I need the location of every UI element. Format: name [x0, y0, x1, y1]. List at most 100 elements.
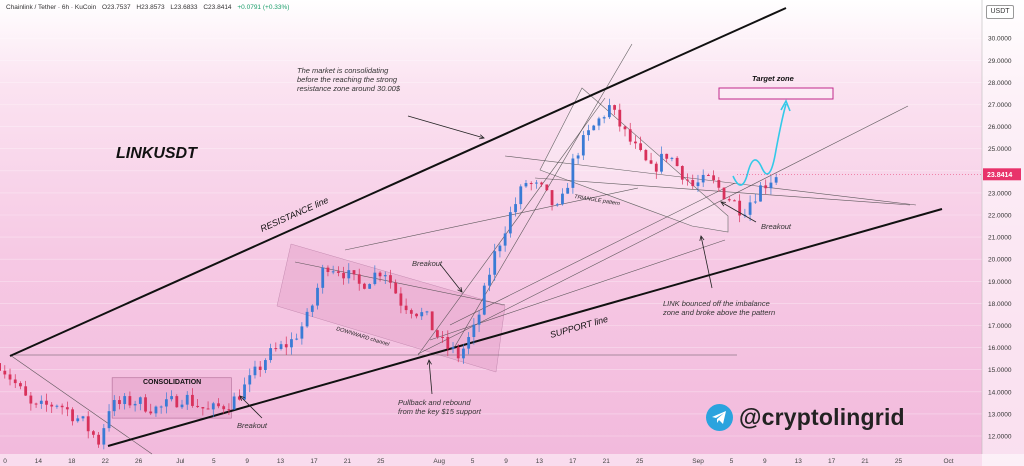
- x-tick-label: 17: [569, 458, 577, 465]
- candle: [727, 196, 731, 202]
- trend-guide-line: [417, 105, 909, 355]
- candle: [602, 115, 606, 124]
- trend-guide-line: [344, 187, 639, 251]
- candle: [342, 266, 345, 285]
- last-price-label: 23.8414: [987, 172, 1012, 179]
- candle-body: [712, 175, 716, 181]
- last-price-tag: [983, 168, 1021, 181]
- candle-body: [774, 177, 778, 183]
- x-tick-label: 25: [377, 458, 385, 465]
- price-axis: 12.0000 13.0000 14.0000 15.0000 16.0000 17.00…: [981, 0, 1024, 466]
- candle: [733, 199, 736, 202]
- currency-badge[interactable]: USDT: [986, 5, 1014, 19]
- candle: [133, 400, 137, 412]
- candle-body: [738, 200, 742, 216]
- triangle-pattern: [539, 87, 729, 233]
- candle-body: [561, 193, 564, 205]
- y-tick-label: 21.0000: [988, 235, 1012, 242]
- candle-body: [722, 187, 726, 200]
- candle-body: [138, 397, 142, 404]
- candle-body: [706, 174, 710, 176]
- candle-body: [472, 324, 476, 338]
- candle: [60, 403, 64, 415]
- candle-body: [701, 174, 705, 183]
- candle: [409, 308, 413, 319]
- candle-body: [217, 403, 220, 407]
- candle: [128, 391, 132, 409]
- candle: [248, 368, 252, 393]
- candle: [462, 344, 465, 364]
- candle: [347, 263, 351, 284]
- candle: [717, 177, 721, 192]
- candle-body: [717, 180, 721, 188]
- support-rebound-annotation: Pullback and rebound from the key $15 sup…: [398, 398, 482, 416]
- candle-body: [462, 348, 465, 359]
- candle: [274, 342, 278, 352]
- ohlc-header: Chainlink / Tether · 6h · KuCoin O23.753…: [6, 4, 293, 11]
- candle: [55, 404, 59, 409]
- candle-body: [764, 185, 768, 189]
- candle-body: [326, 267, 330, 273]
- candle-body: [164, 399, 168, 407]
- candle: [394, 279, 398, 294]
- candle: [39, 395, 43, 409]
- candle: [508, 206, 512, 238]
- candle: [13, 374, 17, 389]
- candle: [86, 411, 90, 439]
- candle: [576, 152, 580, 165]
- brand-handle: @cryptolingrid: [739, 404, 905, 430]
- projected-path: [732, 103, 787, 186]
- candle: [3, 365, 7, 379]
- support-line: [107, 208, 943, 447]
- candle: [102, 424, 106, 450]
- candle: [764, 179, 768, 195]
- candle: [243, 377, 246, 400]
- x-tick-label: 17: [310, 458, 318, 465]
- candle: [269, 343, 273, 363]
- candle-body: [441, 336, 444, 338]
- candle-body: [467, 337, 471, 349]
- candle: [738, 194, 742, 223]
- candle-body: [446, 336, 450, 349]
- candle-body: [529, 183, 533, 185]
- candle-body: [284, 344, 288, 348]
- candle-body: [576, 155, 580, 159]
- candle-body: [196, 405, 200, 408]
- candle-body: [8, 374, 12, 380]
- candle: [680, 165, 684, 185]
- candle-body: [253, 366, 257, 376]
- candle-body: [420, 312, 424, 317]
- candle-body: [535, 182, 538, 184]
- y-tick-label: 12.0000: [988, 434, 1012, 441]
- candle-body: [540, 182, 544, 185]
- candle: [623, 125, 627, 137]
- chart-title: LINKUSDT: [116, 145, 198, 162]
- resistance-annotation: The market is consolidating before the re…: [297, 66, 401, 93]
- candle: [316, 283, 319, 310]
- candle: [284, 336, 288, 356]
- candle-body: [753, 201, 757, 203]
- candle-body: [759, 185, 762, 202]
- candle-body: [357, 274, 361, 284]
- candle-body: [321, 267, 325, 288]
- candle-body: [71, 409, 74, 422]
- x-tick-label: 5: [730, 458, 734, 465]
- candle: [488, 267, 491, 292]
- candle: [45, 393, 48, 412]
- candle-body: [123, 396, 127, 405]
- candle: [92, 429, 95, 438]
- candle-body: [76, 418, 80, 422]
- candle: [774, 173, 778, 185]
- candle-body: [686, 179, 689, 181]
- y-tick-label: 26.0000: [988, 124, 1012, 131]
- annotation-arrow-head: [699, 235, 705, 241]
- candle-body: [409, 310, 413, 314]
- candle-body: [660, 153, 663, 172]
- candle-body: [290, 339, 293, 348]
- annotation-arrow-head: [239, 395, 245, 401]
- candle-body: [383, 275, 387, 277]
- candle-body: [13, 379, 17, 384]
- candle: [180, 399, 184, 410]
